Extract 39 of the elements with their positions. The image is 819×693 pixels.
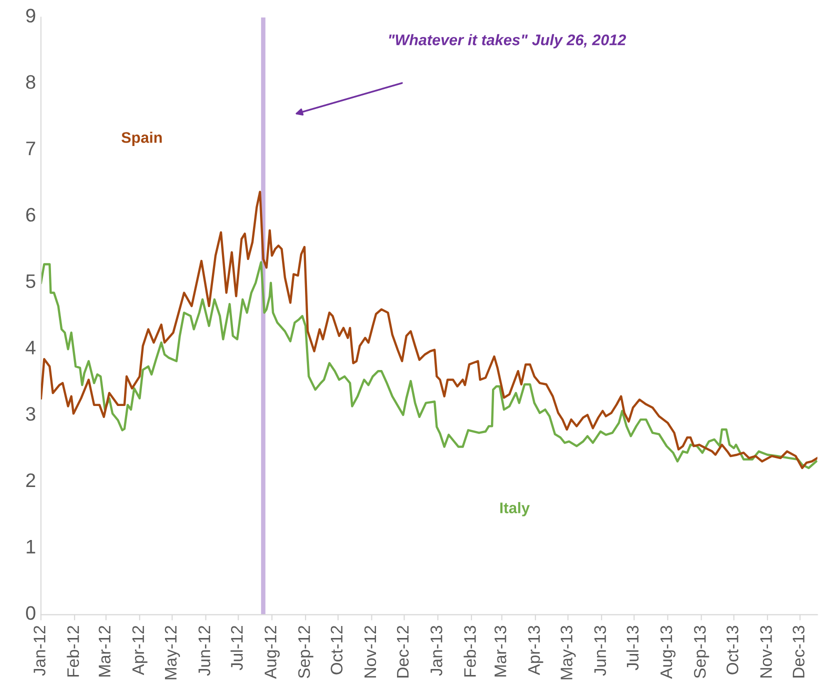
annotation: "Whatever it takes" July 26, 2012 — [389, 34, 626, 48]
x-tick-label: Feb-12 — [66, 626, 80, 677]
x-tick-label: Feb-13 — [464, 626, 476, 677]
y-tick-label: 7 — [26, 142, 36, 156]
x-tick-label: May-13 — [560, 626, 576, 680]
x-tick-label: Mar-13 — [494, 626, 506, 677]
line-series — [40, 261, 818, 470]
x-tick-label: Oct-13 — [726, 626, 738, 674]
x-tick-label: Apr-13 — [528, 626, 544, 676]
text: Italy — [500, 502, 530, 516]
x-tick-label: Sep-13 — [694, 626, 710, 678]
y-tick-label: 8 — [26, 75, 36, 89]
y-tick-label: 0 — [26, 606, 36, 620]
text: Spain — [122, 132, 162, 146]
x-tick-label: Dec-13 — [792, 626, 804, 678]
x-tick-label: Aug-13 — [660, 626, 676, 679]
x-tick-label: Dec-12 — [396, 626, 409, 678]
x-tick-label: Apr-12 — [132, 626, 148, 676]
x-tick-label: Nov-12 — [364, 626, 376, 678]
y-tick-label: 4 — [26, 340, 36, 354]
x-tick-label: Aug-12 — [264, 626, 280, 679]
x-tick-label: May-12 — [164, 626, 180, 680]
x-tick-label: Jul-12 — [230, 626, 243, 670]
x-tick-label: Sep-12 — [298, 626, 314, 678]
x-tick-label: Jun-12 — [198, 626, 210, 676]
y-tick-label: 9 — [26, 8, 36, 23]
y-tick-label: 5 — [26, 274, 36, 288]
y-tick-label: 2 — [26, 473, 36, 487]
y-tick-label: 6 — [26, 208, 36, 222]
y-tick-label: 1 — [26, 540, 36, 554]
x-tick-label: Jul-13 — [626, 626, 639, 670]
x-tick-label: Jan-13 — [430, 626, 442, 676]
x-tick-label: Oct-12 — [330, 626, 343, 674]
x-tick-label: Jan-12 — [34, 626, 46, 676]
line-series — [40, 190, 818, 470]
x-tick-label: Mar-12 — [98, 626, 110, 677]
y-tick-label: 3 — [26, 407, 36, 421]
x-tick-label: Jun-13 — [594, 626, 606, 676]
x-tick-label: Nov-13 — [760, 626, 772, 678]
